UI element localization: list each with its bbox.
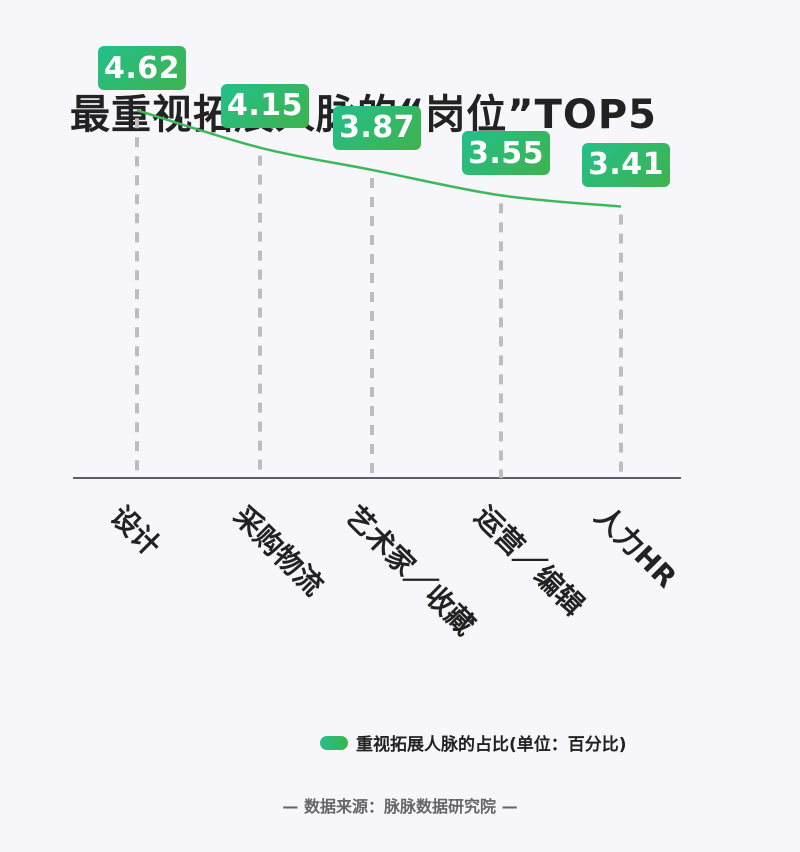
series-line: [136, 109, 622, 208]
data-label-4: 3.41: [582, 142, 671, 187]
legend-swatch: [320, 735, 348, 750]
data-label-0: 4.62: [98, 46, 187, 91]
legend-label: 重视拓展人脉的占比(单位：百分比): [356, 735, 627, 755]
source-footer: — 数据来源：脉脉数据研究院 —: [282, 797, 518, 816]
legend: 重视拓展人脉的占比(单位：百分比): [320, 730, 627, 755]
data-label-2: 3.87: [333, 105, 422, 150]
data-label-1: 4.15: [221, 83, 310, 128]
data-label-3: 3.55: [462, 131, 551, 176]
